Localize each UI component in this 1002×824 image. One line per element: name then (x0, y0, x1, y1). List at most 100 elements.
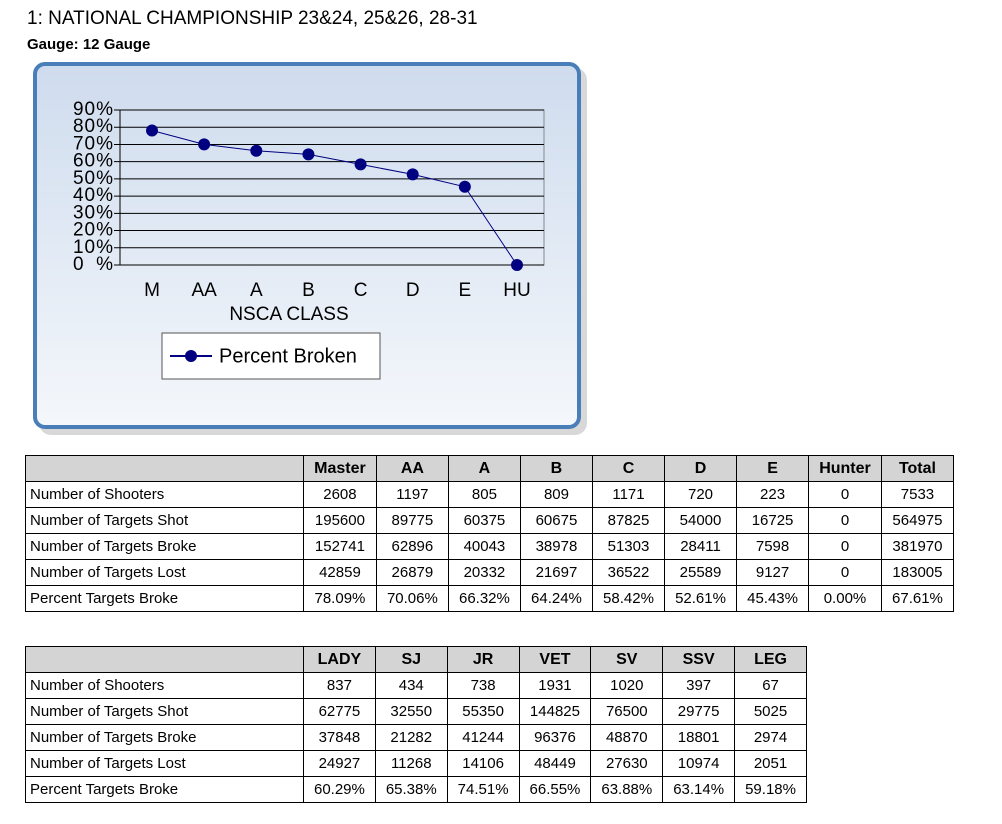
subtitle: Gauge: 12 Gauge (27, 36, 151, 53)
table-cell: 96376 (518, 724, 592, 751)
table-cell: 223 (736, 481, 810, 508)
y-tick-label: 10% (73, 237, 113, 258)
table-cell: 434 (374, 672, 448, 699)
table-cell: 28411 (663, 533, 738, 560)
row-label: Number of Targets Broke (25, 533, 304, 560)
table-row: Percent Targets Broke 78.09% 70.06% 66.32% 6… (25, 585, 955, 612)
header-cell (25, 646, 304, 673)
x-tick-label: D (406, 280, 420, 301)
column-header: LADY (303, 646, 376, 673)
column-header: Total (880, 455, 955, 482)
table-row: Number of Targets Shot 62775 32550 55350 144… (25, 698, 807, 725)
table-cell: 63.14% (662, 776, 736, 803)
table-cell: 52.61% (663, 585, 738, 612)
table-cell: 18801 (662, 724, 736, 751)
table-cell: 42859 (303, 559, 377, 586)
table-cell: 805 (447, 481, 521, 508)
data-point (250, 144, 263, 157)
table-cell: 837 (303, 672, 376, 699)
table-cell: 809 (519, 481, 593, 508)
table-cell: 1171 (591, 481, 666, 508)
table-cell: 1197 (375, 481, 449, 508)
table-cell: 21697 (519, 559, 593, 586)
x-tick-label: A (250, 280, 263, 301)
table-cell: 66.55% (518, 776, 592, 803)
header-cell (25, 455, 304, 482)
row-label: Percent Targets Broke (25, 776, 304, 803)
y-tick-label: 80% (73, 116, 113, 137)
legend-label: Percent Broken (219, 345, 357, 367)
y-tick-label: 60% (73, 151, 113, 172)
table-cell: 21282 (374, 724, 448, 751)
table-cell: 14106 (446, 750, 520, 777)
table-row: Number of Shooters 837 434 738 1931 1020 397 67 (25, 672, 807, 699)
data-point (198, 138, 211, 151)
x-tick-label: E (459, 280, 472, 301)
table-cell: 60375 (447, 507, 521, 534)
column-header: D (663, 455, 738, 482)
table-cell: 9127 (736, 559, 810, 586)
table-cell: 65.38% (374, 776, 448, 803)
row-label: Number of Shooters (25, 672, 304, 699)
table-cell: 87825 (591, 507, 666, 534)
table-cell: 58.42% (591, 585, 666, 612)
column-header: SSV (662, 646, 736, 673)
row-label: Number of Targets Shot (25, 698, 304, 725)
table-cell: 36522 (591, 559, 666, 586)
table-cell: 78.09% (303, 585, 377, 612)
table-row: Number of Targets Lost 42859 26879 20332 216… (25, 559, 955, 586)
table-cell: 0.00% (808, 585, 882, 612)
table-cell: 1020 (590, 672, 664, 699)
table-cell: 67.61% (880, 585, 955, 612)
table-cell: 59.18% (734, 776, 807, 803)
y-tick-label: 30% (73, 202, 113, 223)
table-row: Number of Targets Shot 195600 89775 60375 60… (25, 507, 955, 534)
column-header: A (447, 455, 521, 482)
x-tick-label: AA (191, 280, 217, 301)
table-cell: 20332 (447, 559, 521, 586)
data-point (511, 259, 523, 271)
table-cell: 738 (446, 672, 520, 699)
table-cell: 381970 (880, 533, 955, 560)
table-cell: 66.32% (447, 585, 521, 612)
column-header: AA (375, 455, 449, 482)
table-cell: 11268 (374, 750, 448, 777)
table-cell: 1931 (518, 672, 592, 699)
table-cell: 397 (662, 672, 736, 699)
header-row: Master AA A B C D E Hunter Total (25, 455, 955, 482)
table-cell: 27630 (590, 750, 664, 777)
y-tick-label: 20% (73, 220, 113, 241)
y-tick-label: 70% (73, 133, 113, 154)
legend-marker (185, 350, 197, 362)
x-tick-label: B (302, 280, 315, 301)
column-header: VET (518, 646, 592, 673)
table-cell: 32550 (374, 698, 448, 725)
table-cell: 7598 (736, 533, 810, 560)
chart: 0%10%20%30%40%50%60%70%80%90%M AA A B C D E HUN… (73, 99, 545, 380)
row-label: Number of Targets Lost (25, 750, 304, 777)
column-header: SV (590, 646, 664, 673)
table-cell: 0 (808, 533, 882, 560)
table-cell: 29775 (662, 698, 736, 725)
table-cell: 51303 (591, 533, 666, 560)
table-row: Number of Targets Broke 37848 21282 41244 96… (25, 724, 807, 751)
table-cell: 26879 (375, 559, 449, 586)
table-cell: 70.06% (375, 585, 449, 612)
page-title: 1: NATIONAL CHAMPIONSHIP 23&24, 25&26, 2… (27, 8, 478, 29)
column-header: E (736, 455, 810, 482)
table-row: Number of Targets Broke 152741 62896 40043 3… (25, 533, 955, 560)
table-cell: 60675 (519, 507, 593, 534)
table-cell: 144825 (518, 698, 592, 725)
x-tick-label: HU (503, 280, 530, 301)
y-tick-label: 50% (73, 168, 113, 189)
column-header: Hunter (808, 455, 882, 482)
table-cell: 76500 (590, 698, 664, 725)
data-point (146, 124, 158, 137)
table-cell: 720 (663, 481, 738, 508)
data-point (302, 148, 315, 161)
table-cell: 195600 (303, 507, 377, 534)
table-cell: 2608 (303, 481, 377, 508)
table-cell: 152741 (303, 533, 377, 560)
table-cell: 37848 (303, 724, 376, 751)
